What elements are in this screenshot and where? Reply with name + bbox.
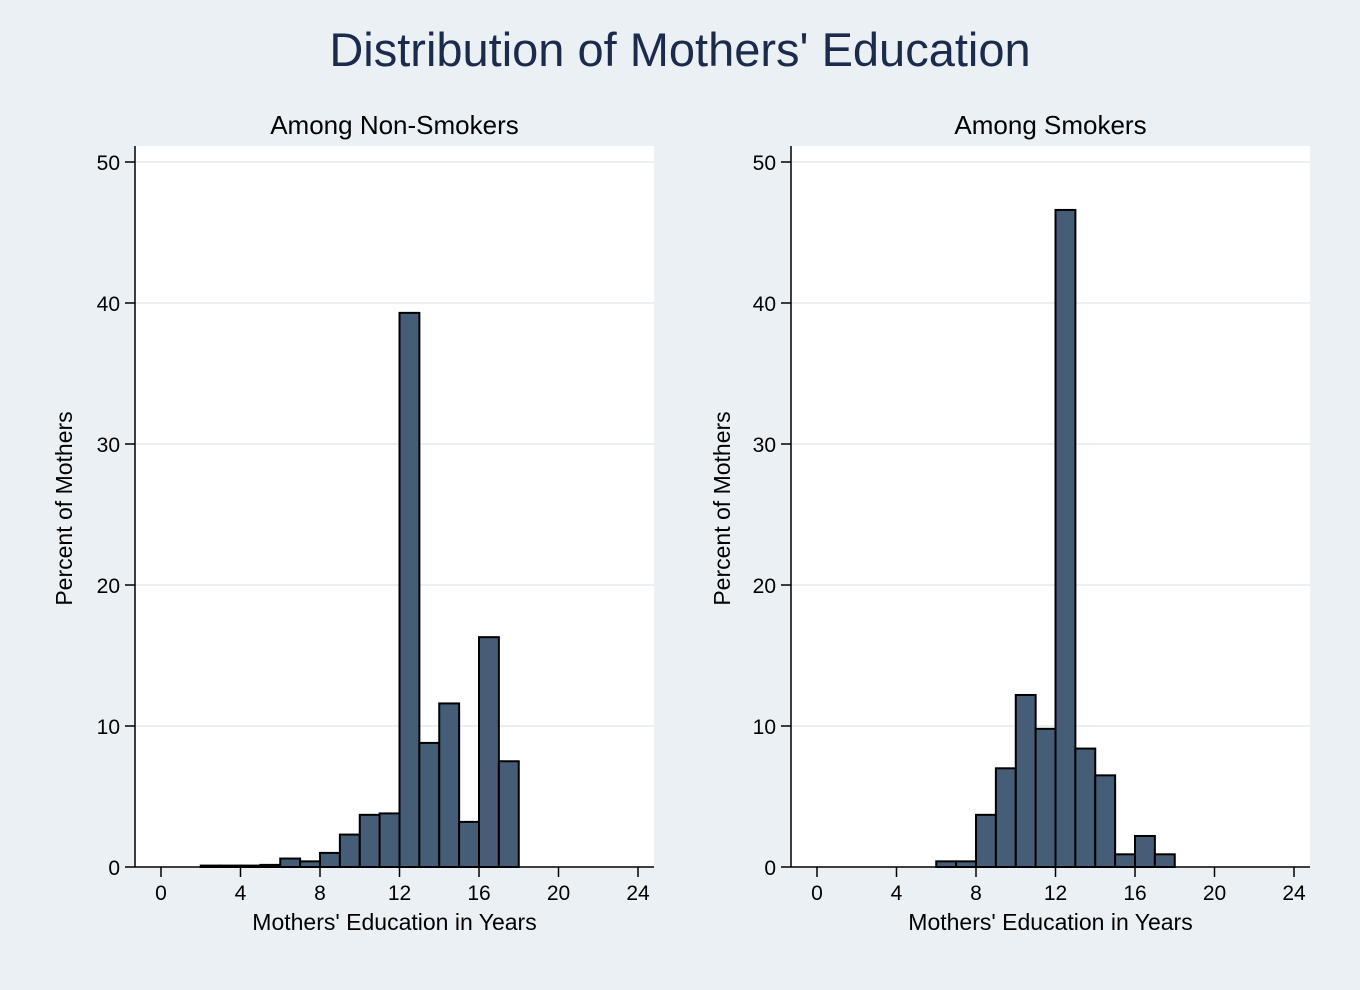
x-tick-label: 8 [970, 882, 982, 905]
panel-title: Among Non-Smokers [270, 110, 519, 140]
x-tick-label: 20 [547, 882, 570, 905]
x-tick-label: 12 [388, 882, 411, 905]
histogram-bar [279, 857, 302, 868]
panel-title: Among Smokers [954, 110, 1146, 140]
histogram-bar [418, 741, 441, 868]
y-tick-label: 40 [753, 293, 776, 316]
histogram-bar [994, 767, 1017, 868]
histogram-bar [497, 760, 520, 868]
histogram-bar [458, 820, 480, 869]
y-tick-label: 40 [97, 293, 120, 316]
x-tick-label: 4 [891, 882, 903, 905]
x-axis-label: Mothers' Education in Years [252, 909, 536, 935]
histogram-bar [1114, 853, 1136, 868]
histogram-bar [975, 813, 997, 869]
y-tick-label: 0 [108, 857, 120, 880]
histogram-bar [1054, 208, 1077, 868]
x-tick-label: 12 [1044, 882, 1067, 905]
x-axis-label: Mothers' Education in Years [908, 909, 1192, 935]
y-axis-label: Percent of Mothers [709, 411, 735, 605]
x-tick-label: 0 [811, 882, 823, 905]
figure-title: Distribution of Mothers' Education [329, 23, 1030, 76]
y-tick-label: 30 [753, 434, 776, 457]
histogram-bar [1153, 853, 1176, 868]
histogram-bar [338, 833, 361, 869]
x-tick-label: 20 [1203, 882, 1226, 905]
x-tick-label: 16 [1123, 882, 1146, 905]
y-tick-label: 10 [97, 716, 120, 739]
histogram-bar [955, 860, 977, 868]
y-tick-label: 50 [97, 152, 120, 175]
y-tick-label: 30 [97, 434, 120, 457]
histogram-bar [1134, 834, 1156, 868]
y-tick-label: 20 [753, 575, 776, 598]
plot-area [135, 146, 654, 867]
histogram-bar [358, 813, 381, 869]
y-tick-label: 50 [753, 152, 776, 175]
histogram-bar [1014, 693, 1037, 868]
histogram-bar [1074, 747, 1097, 868]
panel-non-smokers: 0 10 20 30 40 50 0 4 8 12 16 20 24 Among Non-Smokers M… [51, 110, 654, 935]
histogram-bar [478, 636, 500, 868]
histogram-bar [319, 851, 341, 869]
histogram-bar [398, 311, 421, 868]
y-tick-label: 10 [753, 716, 776, 739]
panel-smokers: 0 10 20 30 40 50 0 4 8 12 16 20 24 Among Smokers Mothe… [709, 110, 1310, 935]
x-tick-label: 24 [1282, 882, 1306, 905]
x-tick-label: 0 [155, 882, 167, 905]
x-tick-label: 8 [314, 882, 326, 905]
x-tick-label: 16 [467, 882, 490, 905]
histogram-bar [438, 702, 461, 868]
y-tick-label: 20 [97, 575, 120, 598]
x-tick-label: 24 [626, 882, 650, 905]
histogram-bar [299, 860, 321, 868]
x-tick-label: 4 [235, 882, 247, 905]
y-axis-label: Percent of Mothers [51, 411, 77, 605]
histogram-bar [378, 812, 401, 868]
histogram-bar [1094, 774, 1117, 868]
y-tick-label: 0 [764, 857, 776, 880]
histogram-bar [935, 860, 958, 868]
histogram-bar [1034, 727, 1057, 868]
